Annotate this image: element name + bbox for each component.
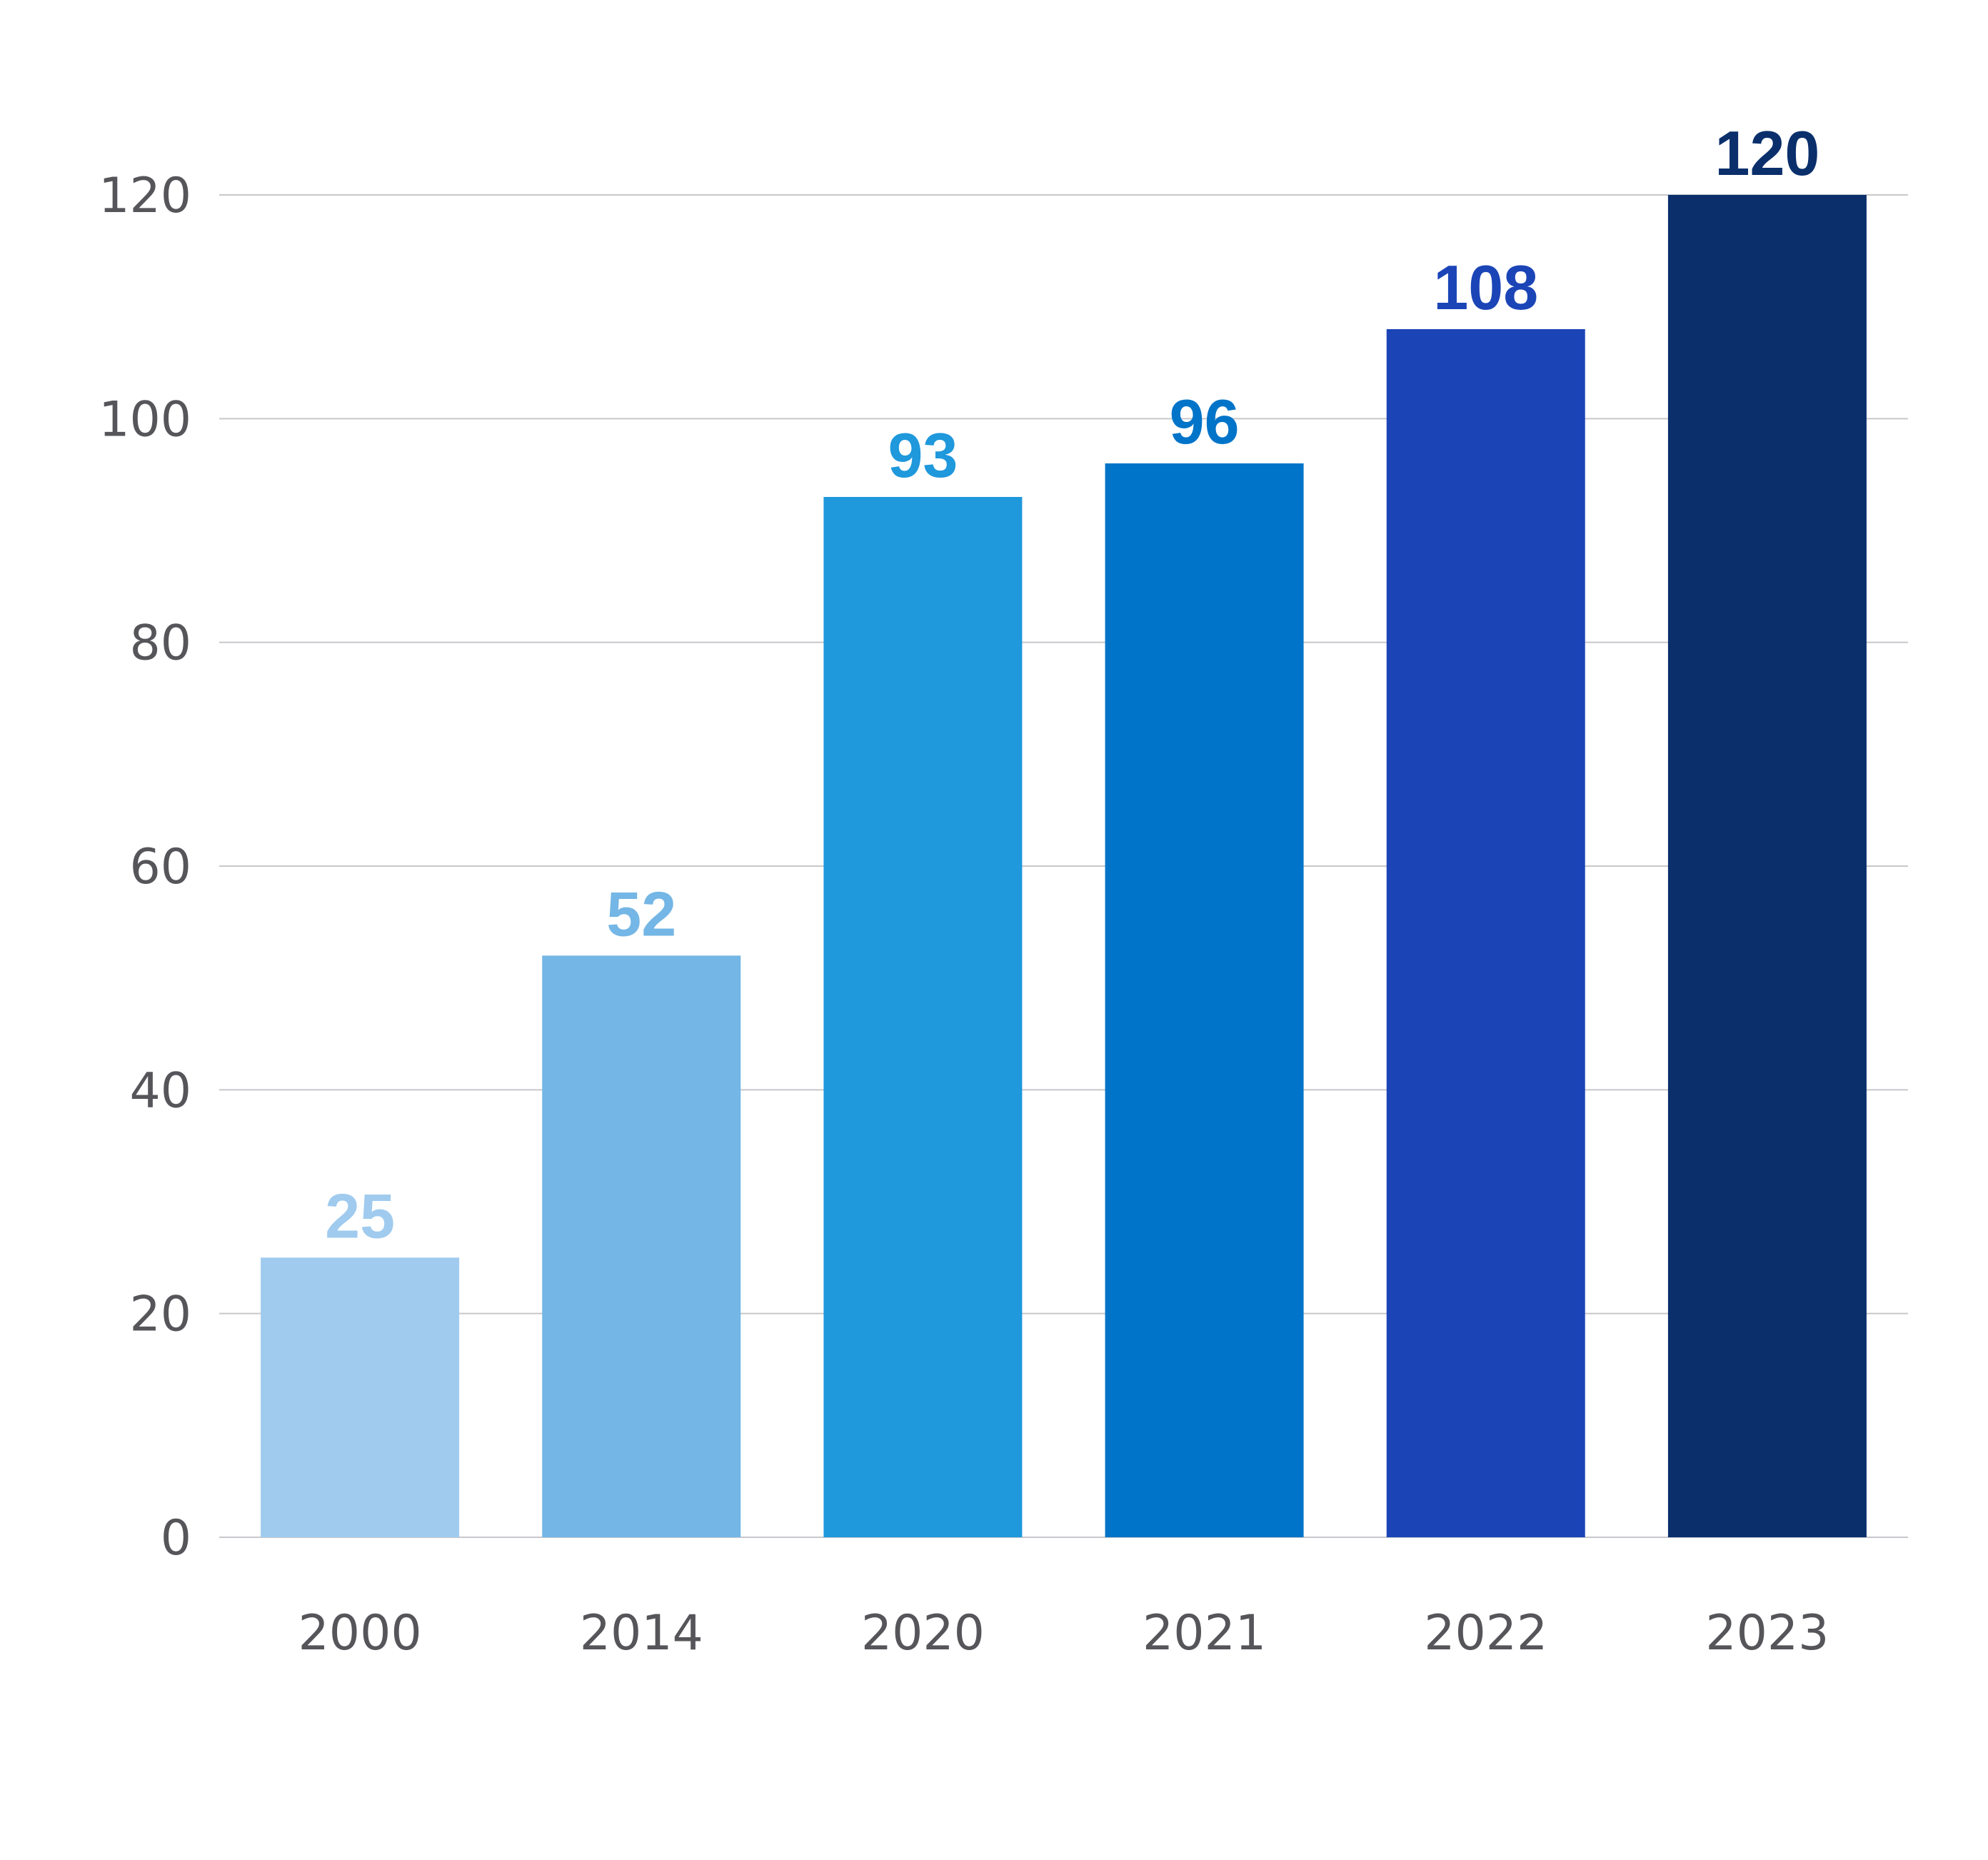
x-tick-label: 2020 <box>861 1605 985 1662</box>
data-label: 120 <box>1715 118 1820 188</box>
y-tick-label: 120 <box>99 168 191 224</box>
bar-2020 <box>823 497 1023 1537</box>
bar-2021 <box>1105 463 1304 1537</box>
y-tick-label: 0 <box>161 1510 191 1567</box>
y-tick-label: 60 <box>129 839 191 895</box>
y-tick-label: 100 <box>99 391 191 448</box>
x-tick-label: 2022 <box>1424 1605 1547 1662</box>
data-label: 96 <box>1170 386 1240 457</box>
x-tick-label: 2000 <box>298 1605 422 1662</box>
y-tick-label: 80 <box>129 615 191 672</box>
x-tick-label: 2023 <box>1705 1605 1829 1662</box>
x-tick-label: 2014 <box>580 1605 703 1662</box>
y-tick-label: 20 <box>129 1287 191 1343</box>
bar-2022 <box>1386 329 1585 1537</box>
data-label: 52 <box>606 878 676 949</box>
bar-2000 <box>261 1257 460 1537</box>
data-label: 108 <box>1433 252 1538 323</box>
data-label: 93 <box>888 420 958 491</box>
bar-2023 <box>1667 195 1867 1537</box>
data-label: 25 <box>325 1180 395 1251</box>
y-tick-label: 40 <box>129 1062 191 1119</box>
x-tick-label: 2021 <box>1143 1605 1266 1662</box>
bar-2014 <box>542 955 741 1537</box>
